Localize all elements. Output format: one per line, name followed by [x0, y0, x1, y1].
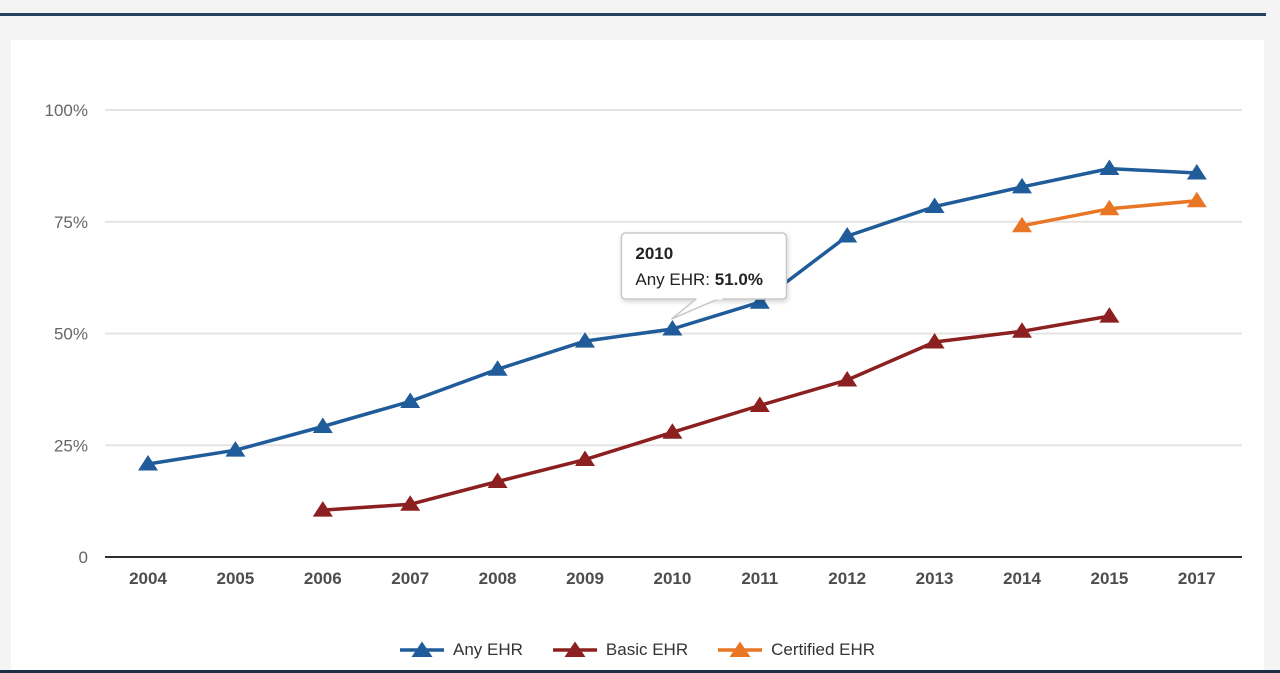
top-divider [0, 13, 1266, 16]
chart-card: 0 25% 50% 75% 100% 2004 2005 2006 2007 2008 2009 20… [11, 40, 1264, 673]
x-axis-label-2013: 2013 [916, 569, 954, 588]
chart-legend: Any EHR Basic EHR Certified EHR [11, 640, 1264, 660]
tooltip-pointer-mask [696, 296, 723, 300]
legend-label-basic-ehr: Basic EHR [605, 640, 689, 659]
marker-basic-ehr-2007[interactable] [400, 495, 421, 511]
x-axis-label-2014: 2014 [1003, 569, 1041, 588]
x-axis-label-2017: 2017 [1178, 569, 1216, 588]
legend-label-certified-ehr: Certified EHR [771, 640, 876, 659]
marker-basic-ehr-2011[interactable] [749, 396, 770, 412]
x-axis-label-2011: 2011 [741, 569, 778, 588]
marker-any-ehr-2004[interactable] [138, 455, 158, 471]
marker-any-ehr-2008[interactable] [487, 360, 508, 376]
x-axis-label-2005: 2005 [216, 569, 254, 588]
marker-any-ehr-2005[interactable] [225, 441, 246, 457]
legend-label-any-ehr: Any EHR [452, 640, 523, 659]
y-axis-label-100: 100% [45, 101, 88, 120]
marker-basic-ehr-2010[interactable] [662, 423, 683, 439]
legend-marker-certified-ehr [718, 641, 763, 657]
x-axis-label-2015: 2015 [1090, 569, 1128, 588]
tooltip: 2010 Any EHR: 51.0% [620, 232, 788, 320]
x-axis-label-2004: 2004 [129, 569, 167, 588]
line-chart: 0 25% 50% 75% 100% 2004 2005 2006 2007 2008 2009 20… [45, 101, 1242, 588]
x-axis-label-2009: 2009 [566, 569, 604, 588]
marker-any-ehr-2012[interactable] [837, 227, 858, 243]
tooltip-category: 2010 [635, 244, 673, 263]
marker-any-ehr-2017[interactable] [1186, 164, 1207, 180]
marker-certified-ehr-2015[interactable] [1099, 199, 1120, 216]
marker-basic-ehr-2008[interactable] [487, 472, 508, 488]
legend-item-any-ehr[interactable]: Any EHR [399, 640, 523, 660]
x-axis-label-2007: 2007 [391, 569, 429, 588]
marker-any-ehr-2009[interactable] [575, 332, 595, 348]
marker-any-ehr-2011[interactable] [749, 293, 770, 309]
legend-item-certified-ehr[interactable]: Certified EHR [718, 640, 875, 660]
marker-any-ehr-2010[interactable] [662, 320, 683, 336]
bottom-divider [0, 670, 1280, 673]
marker-basic-ehr-2015[interactable] [1099, 307, 1120, 323]
marker-basic-ehr-2012[interactable] [837, 370, 858, 387]
marker-basic-ehr-2013[interactable] [924, 332, 945, 349]
y-axis-label-50: 50% [54, 325, 88, 344]
marker-any-ehr-2014[interactable] [1012, 177, 1032, 194]
x-axis-label-2012: 2012 [828, 569, 866, 588]
x-axis-label-2008: 2008 [479, 569, 517, 588]
y-axis-label-0: 0 [79, 548, 88, 567]
marker-any-ehr-2006[interactable] [312, 417, 333, 433]
marker-any-ehr-2007[interactable] [400, 392, 421, 408]
marker-basic-ehr-2006[interactable] [312, 501, 333, 517]
series-line-any-ehr [146, 166, 1199, 466]
tooltip-box [620, 232, 788, 300]
marker-basic-ehr-2014[interactable] [1012, 322, 1032, 338]
y-axis-label-75: 75% [54, 213, 88, 232]
legend-marker-any-ehr [399, 641, 444, 657]
marker-any-ehr-2013[interactable] [924, 197, 945, 214]
y-axis-label-25: 25% [54, 436, 88, 455]
series-line-basic-ehr [321, 314, 1112, 512]
legend-item-basic-ehr[interactable]: Basic EHR [552, 640, 689, 660]
marker-basic-ehr-2009[interactable] [575, 450, 595, 467]
legend-marker-basic-ehr [552, 641, 597, 657]
tooltip-value-line: Any EHR: 51.0% [635, 270, 763, 289]
x-axis-label-2010: 2010 [653, 569, 691, 588]
marker-any-ehr-2015[interactable] [1099, 159, 1120, 176]
marker-certified-ehr-2014[interactable] [1012, 216, 1032, 233]
x-axis-label-2006: 2006 [304, 569, 342, 588]
marker-certified-ehr-2017[interactable] [1186, 191, 1207, 208]
